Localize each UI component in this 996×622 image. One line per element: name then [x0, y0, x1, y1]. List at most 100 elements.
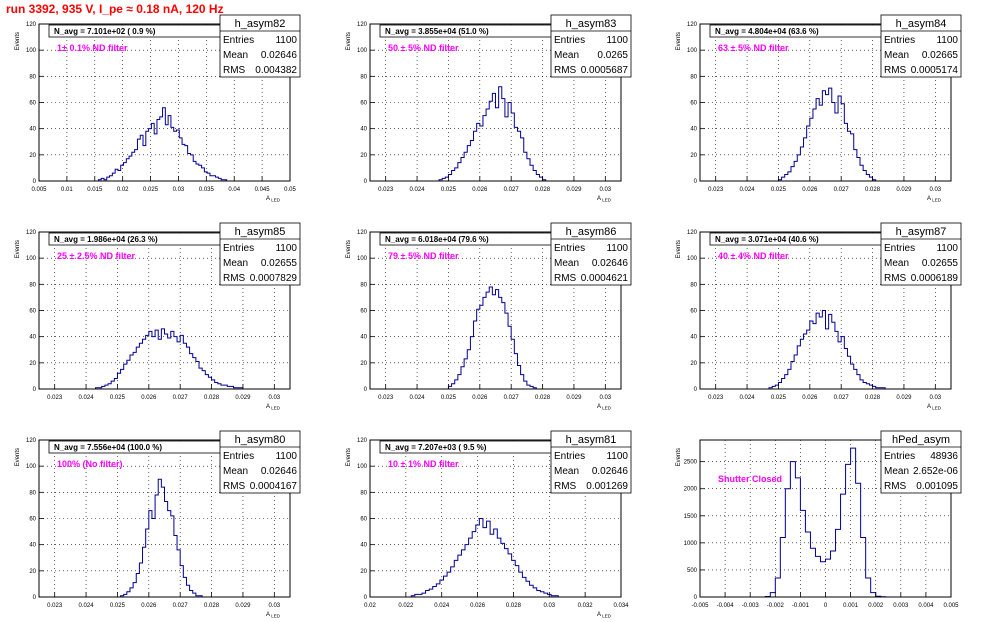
- x-tick-label: 0.02: [117, 187, 129, 193]
- stats-value: 48936: [930, 451, 958, 462]
- x-tick-label: 0.025: [771, 187, 787, 193]
- y-tick-label: 40: [690, 127, 697, 133]
- stats-value: 0.02655: [922, 258, 959, 269]
- stats-box: [219, 430, 301, 494]
- navg-text: N_avg = 3.071e+04 (40.6 %): [715, 235, 819, 244]
- stats-value: 1100: [275, 451, 297, 462]
- stats-label: Entries: [554, 35, 585, 46]
- y-tick-label: 20: [29, 569, 36, 575]
- x-tick-label: 0.03: [929, 187, 941, 193]
- y-tick-label: 20: [360, 569, 367, 575]
- x-tick-label: 0.02: [364, 603, 376, 609]
- y-tick-label: 120: [26, 230, 37, 236]
- x-tick-label: 0.03: [599, 395, 611, 401]
- filter-label: 1± 0.1% ND filter: [57, 43, 128, 53]
- y-tick-label: 60: [29, 309, 36, 315]
- histogram-panel-h_asym81: 0.02 0.022 0.024 0.026 0.028 0.03 0.032 0.034 0 2…: [346, 430, 632, 619]
- histogram-panel-h_asym85: 0.023 0.024 0.025 0.026 0.027 0.028 0.029 0.03 0…: [15, 222, 301, 411]
- x-tick-label: 0.028: [506, 603, 522, 609]
- x-tick-label: 0.026: [470, 603, 486, 609]
- histogram-series: [764, 447, 887, 598]
- x-tick-label: 0.029: [235, 395, 251, 401]
- stats-label: RMS: [223, 273, 246, 284]
- histogram-panel-h_asym86: 0.023 0.024 0.025 0.026 0.027 0.028 0.029 0.03 0…: [346, 222, 632, 411]
- y-axis-label: Events: [676, 448, 682, 466]
- x-tick-label: 0.005: [31, 187, 47, 193]
- y-tick-label: 60: [690, 101, 697, 107]
- run-title: run 3392, 935 V, I_pe ≈ 0.18 nA, 120 Hz: [6, 2, 224, 16]
- stats-value: 1100: [606, 243, 628, 254]
- x-axis-label: A LED: [266, 612, 281, 619]
- x-tick-label: 0.035: [199, 187, 215, 193]
- y-tick-label: 100: [687, 256, 698, 262]
- x-tick-label: 0.03: [173, 187, 185, 193]
- stats-label: Entries: [223, 35, 254, 46]
- x-tick-label: 0.024: [79, 395, 95, 401]
- stats-box: [219, 14, 301, 78]
- y-tick-label: 0: [364, 595, 368, 601]
- stats-label: RMS: [223, 65, 246, 76]
- x-tick-label: 0.028: [865, 187, 881, 193]
- y-tick-label: 2000: [684, 487, 698, 493]
- histogram-panel-hPed_asym: -0.005 -0.004 -0.003 -0.002 -0.001 0 0.001 0.00…: [676, 430, 962, 609]
- x-tick-label: 0.028: [865, 395, 881, 401]
- x-tick-label: 0.024: [740, 395, 756, 401]
- y-tick-label: 80: [360, 74, 367, 80]
- x-tick-label: -0.002: [767, 603, 785, 609]
- x-tick-label: 0.029: [235, 603, 251, 609]
- y-tick-label: 0: [364, 179, 368, 185]
- stats-value: 0.001095: [916, 481, 958, 492]
- stats-value: 0.02665: [922, 50, 959, 61]
- y-tick-label: 100: [357, 48, 368, 54]
- y-tick-label: 120: [26, 22, 37, 28]
- y-tick-label: 60: [360, 309, 367, 315]
- y-axis-label: Events: [346, 32, 352, 50]
- x-tick-label: 0.023: [378, 187, 394, 193]
- x-tick-label: 0.023: [708, 187, 724, 193]
- x-tick-label: 0.015: [87, 187, 103, 193]
- stats-label: RMS: [554, 481, 577, 492]
- x-tick-label: -0.005: [691, 603, 709, 609]
- stats-value: 1100: [606, 35, 628, 46]
- histogram-name: h_asym86: [566, 226, 617, 238]
- x-tick-label: 0.026: [802, 187, 818, 193]
- y-tick-label: 40: [29, 127, 36, 133]
- filter-label: 100% (No filter): [57, 459, 123, 469]
- stats-label: RMS: [223, 481, 246, 492]
- x-tick-label: -0.003: [742, 603, 760, 609]
- histogram-series: [94, 328, 244, 389]
- x-tick-label: 0.023: [47, 603, 63, 609]
- x-tick-label: 0.024: [434, 603, 450, 609]
- stats-value: 1100: [936, 35, 958, 46]
- y-tick-label: 120: [26, 438, 37, 444]
- stats-box: [880, 222, 962, 286]
- y-tick-label: 80: [360, 490, 367, 496]
- y-tick-label: 0: [694, 179, 698, 185]
- stats-label: Mean: [884, 466, 909, 477]
- stats-label: RMS: [554, 273, 577, 284]
- histogram-series: [438, 86, 547, 181]
- stats-value: 0.02646: [261, 466, 298, 477]
- y-tick-label: 40: [29, 335, 36, 341]
- x-tick-label: 0.028: [204, 603, 220, 609]
- x-tick-label: 0.026: [472, 187, 488, 193]
- filter-label: 10 ± 1% ND filter: [388, 459, 459, 469]
- x-tick-label: 0.027: [834, 395, 850, 401]
- stats-label: Entries: [554, 451, 585, 462]
- x-tick-label: 0.004: [918, 603, 934, 609]
- x-tick-label: 0.024: [79, 603, 95, 609]
- histogram-panel-h_asym87: 0.023 0.024 0.025 0.026 0.027 0.028 0.029 0.03 0…: [676, 222, 962, 411]
- stats-value: 0.004382: [255, 65, 297, 76]
- stats-box: [550, 14, 632, 78]
- navg-text: N_avg = 7.101e+02 ( 0.9 %): [54, 27, 156, 36]
- x-tick-label: 0.029: [896, 395, 912, 401]
- stats-label: Entries: [884, 451, 915, 462]
- y-tick-label: 80: [29, 74, 36, 80]
- x-tick-label: 0.025: [441, 187, 457, 193]
- histogram-name: h_asym85: [235, 226, 286, 238]
- x-tick-label: 0.025: [110, 603, 126, 609]
- x-tick-label: 0.001: [843, 603, 859, 609]
- y-axis-label: Events: [15, 240, 21, 258]
- stats-value: 0.0005174: [911, 65, 959, 76]
- stats-label: Mean: [554, 258, 579, 269]
